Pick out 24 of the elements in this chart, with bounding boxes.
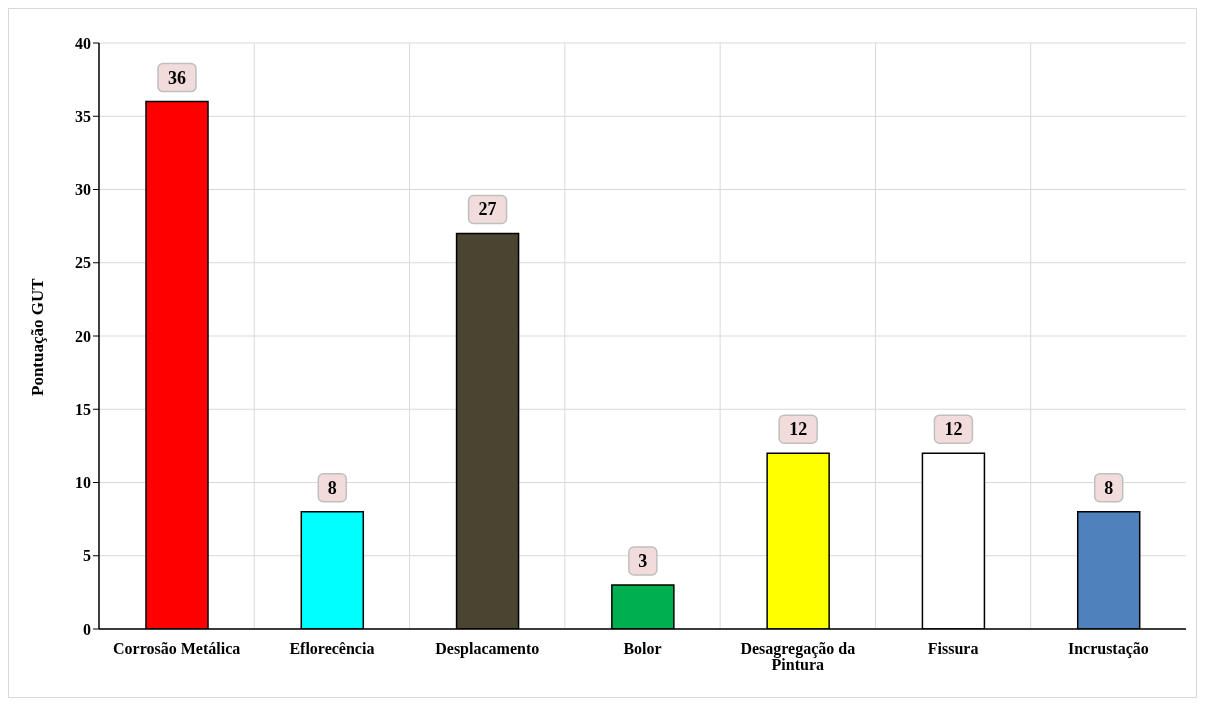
data-label: 12 (944, 419, 963, 440)
data-label: 12 (789, 419, 808, 440)
x-tick-label: Desagregação da Pintura (740, 640, 856, 674)
y-tick-label: 10 (75, 474, 91, 492)
x-tick-label: Corrosão Metálica (113, 640, 241, 658)
y-tick-label: 30 (75, 181, 91, 199)
y-tick-label: 20 (75, 327, 91, 345)
x-tick-label: Eflorecência (289, 640, 375, 658)
x-tick-label: Fissura (927, 640, 979, 658)
data-label: 3 (638, 551, 648, 572)
y-tick-label: 35 (75, 107, 91, 125)
data-label: 8 (327, 477, 337, 498)
x-tick-label: Bolor (623, 640, 662, 658)
y-tick-label: 25 (75, 254, 91, 272)
data-label: 27 (478, 199, 497, 220)
y-tick-label: 15 (75, 400, 91, 418)
data-label: 36 (168, 67, 186, 88)
x-tick-label: Desplacamento (435, 640, 540, 659)
data-label: 8 (1104, 477, 1114, 498)
y-tick-label: 0 (83, 620, 91, 638)
y-axis-title: Pontuação GUT (28, 277, 48, 396)
x-tick-label: Incrustação (1067, 640, 1149, 659)
y-tick-label: 40 (75, 34, 91, 52)
y-tick-label: 5 (83, 547, 91, 565)
